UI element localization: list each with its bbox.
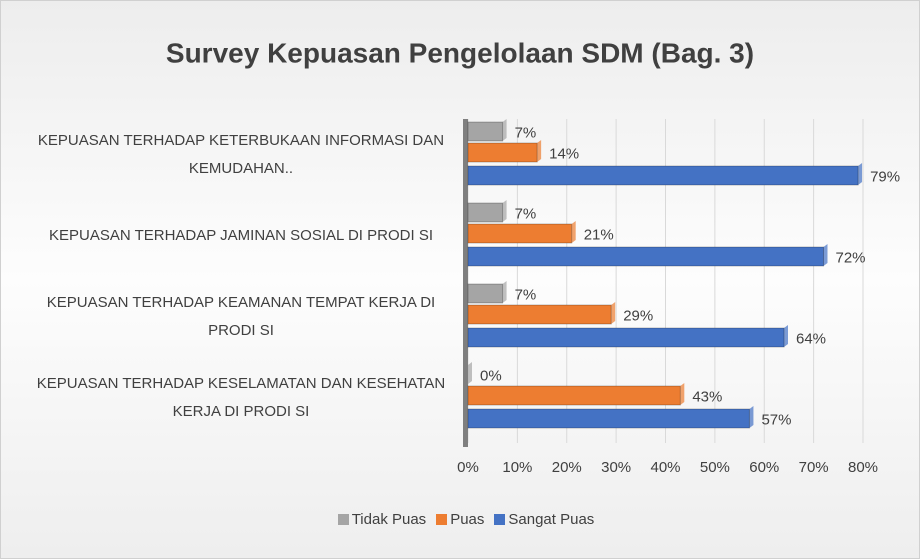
x-tick-label: 70% — [799, 459, 829, 476]
category-label: KEPUASAN TERHADAP KETERBUKAAN INFORMASI … — [37, 132, 445, 177]
bar-depth — [502, 200, 507, 222]
bar-depth — [537, 140, 542, 162]
chart-title: Survey Kepuasan Pengelolaan SDM (Bag. 3) — [166, 37, 754, 68]
bar — [467, 246, 824, 267]
x-tick-label: 10% — [502, 459, 532, 476]
bar-depth — [502, 281, 507, 303]
bar — [467, 408, 750, 429]
data-label: 72% — [836, 249, 866, 266]
bar — [467, 223, 573, 244]
bar — [467, 327, 785, 348]
legend-swatch — [337, 514, 349, 525]
category-label: KEPUASAN TERHADAP KESELAMATAN DAN KESEHA… — [36, 375, 446, 420]
data-label: 43% — [692, 388, 722, 405]
bar — [467, 304, 612, 325]
x-tick-label: 20% — [552, 459, 582, 476]
data-label: 7% — [515, 205, 537, 222]
bar — [467, 121, 504, 142]
bar — [467, 142, 538, 163]
bar-depth — [468, 362, 472, 384]
bar-depth — [858, 163, 863, 185]
bar — [467, 385, 681, 406]
data-label: 79% — [870, 168, 900, 185]
category-label: KEPUASAN TERHADAP JAMINAN SOSIAL DI PROD… — [49, 227, 433, 244]
bar — [467, 202, 504, 223]
legend-label: Puas — [450, 511, 485, 528]
data-label: 21% — [584, 226, 614, 243]
category-label: KEPUASAN TERHADAP KEAMANAN TEMPAT KERJA … — [46, 294, 436, 339]
data-label: 7% — [515, 286, 537, 303]
data-label: 57% — [761, 411, 791, 428]
x-tick-label: 0% — [457, 459, 479, 476]
bar — [467, 165, 859, 186]
bar-depth — [823, 244, 828, 266]
bar-depth — [749, 406, 754, 428]
bar-depth — [611, 302, 616, 324]
data-label: 0% — [480, 367, 502, 384]
legend-label: Sangat Puas — [508, 511, 595, 528]
x-tick-label: 30% — [601, 459, 631, 476]
legend-swatch — [436, 514, 448, 525]
bar-depth — [784, 325, 788, 347]
bar — [467, 283, 504, 304]
x-tick-label: 60% — [749, 459, 779, 476]
axis-line — [463, 119, 468, 447]
bar-depth — [571, 221, 576, 243]
bar-depth — [680, 383, 685, 405]
bar-depth — [502, 119, 507, 141]
legend: Tidak Puas Puas Sangat Puas — [1, 511, 919, 528]
legend-label: Tidak Puas — [351, 511, 427, 528]
x-tick-label: 40% — [650, 459, 680, 476]
data-label: 64% — [796, 330, 826, 347]
x-tick-label: 80% — [848, 459, 878, 476]
data-label: 14% — [549, 145, 579, 162]
data-label: 29% — [623, 307, 653, 324]
data-label: 7% — [515, 124, 537, 141]
legend-swatch — [494, 514, 506, 525]
x-tick-label: 50% — [700, 459, 730, 476]
